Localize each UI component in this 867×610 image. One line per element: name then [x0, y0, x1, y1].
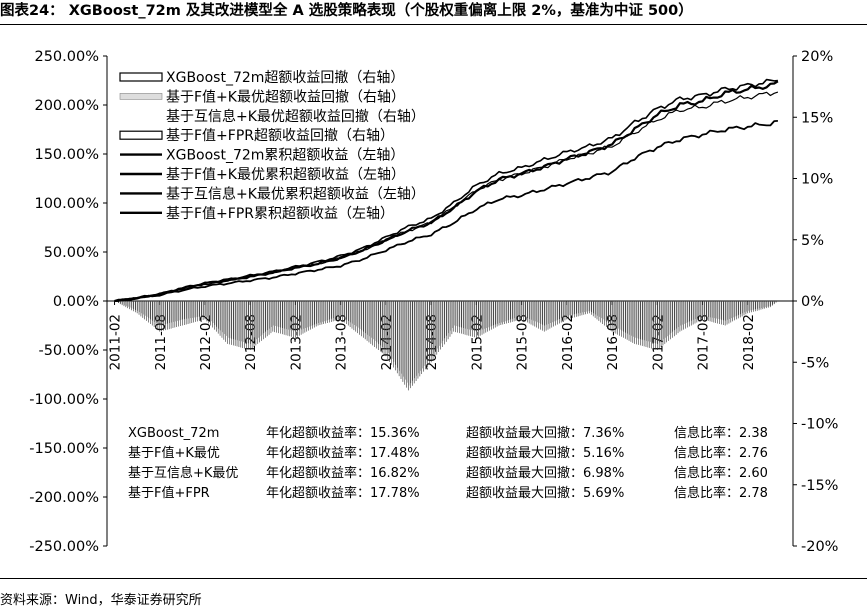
- stats-annual-return: 年化超额收益率：15.36%: [266, 426, 420, 441]
- left-tick-label: 100.00%: [34, 196, 99, 212]
- stats-annual-return: 年化超额收益率：16.82%: [266, 466, 420, 481]
- chart: 250.00% 200.00% 150.00% 100.00% 50.00% 0.00% -…: [29, 49, 838, 555]
- x-tick-label: 2017-08: [696, 314, 712, 370]
- left-tick-label: -100.00%: [29, 392, 99, 408]
- stats-row: 基于F值+FPR 年化超额收益率：17.78% 超额收益最大回撤：5.69% 信…: [128, 484, 784, 504]
- left-tick-label: 250.00%: [34, 49, 99, 65]
- right-tick-label: 5%: [801, 233, 824, 249]
- left-tick-label: -200.00%: [29, 490, 99, 506]
- left-tick-label: 200.00%: [34, 98, 99, 114]
- right-tick-label: 15%: [801, 110, 833, 126]
- legend-label: 基于F值+FPR超额收益回撤（右轴）: [166, 127, 394, 144]
- right-tick-label: -20%: [801, 539, 838, 555]
- figure-title: 图表24： XGBoost_72m 及其改进模型全 A 选股策略表现（个股权重偏…: [0, 3, 693, 19]
- drawdown-series: [116, 301, 777, 386]
- legend-label: XGBoost_72m超额收益回撤（右轴）: [166, 70, 404, 86]
- cumulative-series-line: [114, 120, 778, 302]
- x-tick-label: 2011-02: [108, 314, 124, 370]
- legend: XGBoost_72m超额收益回撤（右轴） 基于F值+K最优超额收益回撤（右轴） 基…: [119, 70, 425, 222]
- stats-row: 基于F值+K最优 年化超额收益率：17.48% 超额收益最大回撤：5.16% 信…: [128, 444, 784, 464]
- left-tick-label: 0.00%: [53, 294, 99, 310]
- x-tick-label: 2013-08: [334, 314, 350, 370]
- stats-max-drawdown: 超额收益最大回撤：7.36%: [466, 426, 625, 441]
- legend-swatch: [119, 93, 163, 100]
- right-tick-label: 0%: [801, 294, 824, 310]
- source-rule: [0, 578, 867, 579]
- stats-model: 基于F值+FPR: [128, 486, 210, 501]
- stats-info-ratio: 信息比率：2.60: [674, 466, 768, 481]
- stats-model: 基于互信息+K最优: [128, 466, 239, 481]
- left-tick-label: 50.00%: [44, 245, 99, 261]
- stats-max-drawdown: 超额收益最大回撤：6.98%: [466, 466, 625, 481]
- drawdown-bars: [116, 301, 777, 391]
- x-tick-label: 2012-02: [198, 314, 214, 370]
- x-tick-label: 2011-08: [153, 314, 169, 370]
- axes: 250.00% 200.00% 150.00% 100.00% 50.00% 0.00% -…: [29, 49, 838, 555]
- legend-label: 基于互信息+K最优累积超额收益（左轴）: [166, 185, 425, 202]
- x-tick-label: 2015-02: [469, 314, 485, 370]
- right-tick-label: -15%: [801, 478, 838, 494]
- x-tick-label: 2014-02: [379, 314, 395, 370]
- drawdown-series: [116, 301, 777, 391]
- legend-label: 基于F值+FPR累积超额收益（左轴）: [166, 205, 394, 222]
- x-tick-label: 2017-02: [650, 314, 666, 370]
- x-tick-label: 2012-08: [243, 314, 259, 370]
- stats-model: 基于F值+K最优: [128, 446, 220, 461]
- x-tick-label: 2015-08: [515, 314, 531, 370]
- x-tick-label: 2016-02: [560, 314, 576, 370]
- legend-swatch: [119, 72, 163, 82]
- x-tick-label: 2016-08: [605, 314, 621, 370]
- left-tick-label: -250.00%: [29, 539, 99, 555]
- stats-info-ratio: 信息比率：2.76: [674, 446, 768, 461]
- x-tick-label: 2018-02: [741, 314, 757, 370]
- x-tick-label: 2013-02: [288, 314, 304, 370]
- legend-label: 基于互信息+K最优超额收益回撤（右轴）: [166, 108, 425, 125]
- right-tick-label: -10%: [801, 417, 838, 433]
- stats-row: 基于互信息+K最优 年化超额收益率：16.82% 超额收益最大回撤：6.98% …: [128, 464, 784, 484]
- stats-info-ratio: 信息比率：2.38: [674, 426, 768, 441]
- legend-swatch: [119, 130, 163, 140]
- source-note: 资料来源：Wind，华泰证券研究所: [0, 593, 202, 608]
- title-rule: [0, 24, 867, 25]
- legend-label: 基于F值+K最优累积超额收益（左轴）: [166, 166, 405, 183]
- right-tick-label: 20%: [801, 49, 833, 65]
- cumulative-series-line: [114, 78, 778, 302]
- stats-info-ratio: 信息比率：2.78: [674, 486, 768, 501]
- cumulative-series-line: [114, 91, 779, 302]
- stats-annual-return: 年化超额收益率：17.78%: [266, 486, 420, 501]
- stats-annual-return: 年化超额收益率：17.48%: [266, 446, 420, 461]
- left-tick-label: -50.00%: [38, 343, 99, 359]
- stats-model: XGBoost_72m: [128, 426, 220, 441]
- stats-max-drawdown: 超额收益最大回撤：5.69%: [466, 486, 625, 501]
- legend-label: 基于F值+K最优超额收益回撤（右轴）: [166, 88, 405, 105]
- right-tick-label: 10%: [801, 172, 833, 188]
- cumulative-lines: [114, 78, 779, 303]
- left-tick-label: -150.00%: [29, 441, 99, 457]
- stats-row: XGBoost_72m 年化超额收益率：15.36% 超额收益最大回撤：7.36…: [128, 424, 784, 444]
- legend-label: XGBoost_72m累积超额收益（左轴）: [166, 148, 404, 164]
- stats-table: XGBoost_72m 年化超额收益率：15.36% 超额收益最大回撤：7.36…: [128, 424, 784, 504]
- x-tick-label: 2014-08: [424, 314, 440, 370]
- stats-max-drawdown: 超额收益最大回撤：5.16%: [466, 446, 625, 461]
- right-tick-label: -5%: [801, 355, 829, 371]
- left-tick-label: 150.00%: [34, 147, 99, 163]
